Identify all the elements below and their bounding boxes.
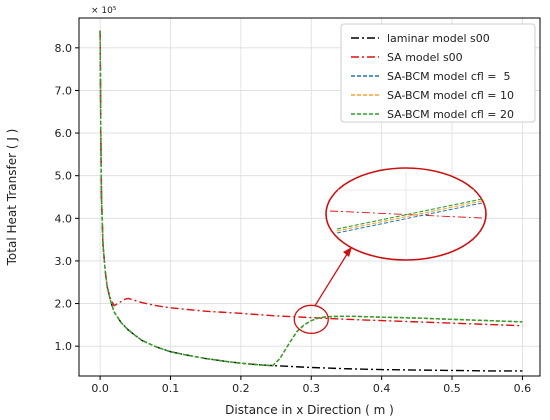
y-tick-label: 1.0 (55, 340, 73, 353)
zoom-annotation (293, 167, 487, 334)
legend-label: laminar model s00 (387, 32, 490, 45)
series-layer (99, 30, 523, 372)
y-tick-label: 5.0 (55, 170, 73, 183)
legend: laminar model s00 SA model s00 SA-BCM mode… (340, 23, 536, 123)
x-tick-label: 0.2 (232, 382, 250, 395)
y-tick-label: 4.0 (55, 212, 73, 225)
x-axis-label: Distance in x Direction ( m ) (225, 403, 394, 417)
x-tick-label: 0.0 (91, 382, 109, 395)
y-tick-label: 7.0 (55, 84, 73, 97)
legend-label: SA-BCM model cfl = 10 (387, 89, 514, 102)
y-axis-label: Total Heat Transfer ( J ) (5, 129, 19, 267)
x-tick-label: 0.5 (443, 382, 461, 395)
x-tick-label: 0.6 (514, 382, 532, 395)
inset-bcm-line-blue (336, 202, 483, 234)
legend-label: SA-BCM model cfl = 5 (387, 70, 511, 83)
y-scale-label: × 10⁵ (91, 6, 117, 16)
zoom-target-circle (293, 304, 329, 334)
plot-frame (78, 17, 541, 377)
y-tick-label: 3.0 (55, 255, 73, 268)
tick-layer: 0.0 0.1 0.2 0.3 0.4 0.5 0.6 1.0 2.0 3.0 4.0 5.0 6.0 7… (55, 42, 532, 395)
zoom-arrow-line (314, 250, 350, 306)
legend-box (340, 23, 536, 123)
x-tick-label: 0.4 (373, 382, 391, 395)
inset-bcm-line-orange (336, 200, 483, 232)
y-tick-label: 2.0 (55, 298, 73, 311)
legend-label: SA model s00 (387, 51, 463, 64)
inset-sa-line (329, 210, 483, 219)
zoom-arrow-head (343, 247, 352, 257)
series-line-2 (99, 30, 523, 327)
y-tick-label: 6.0 (55, 127, 73, 140)
inset-bcm-line-green (336, 198, 483, 230)
x-tick-label: 0.3 (303, 382, 321, 395)
series-line-5 (99, 30, 523, 367)
y-tick-label: 8.0 (55, 42, 73, 55)
x-tick-label: 0.1 (162, 382, 180, 395)
legend-label: SA-BCM model cfl = 20 (387, 108, 514, 121)
